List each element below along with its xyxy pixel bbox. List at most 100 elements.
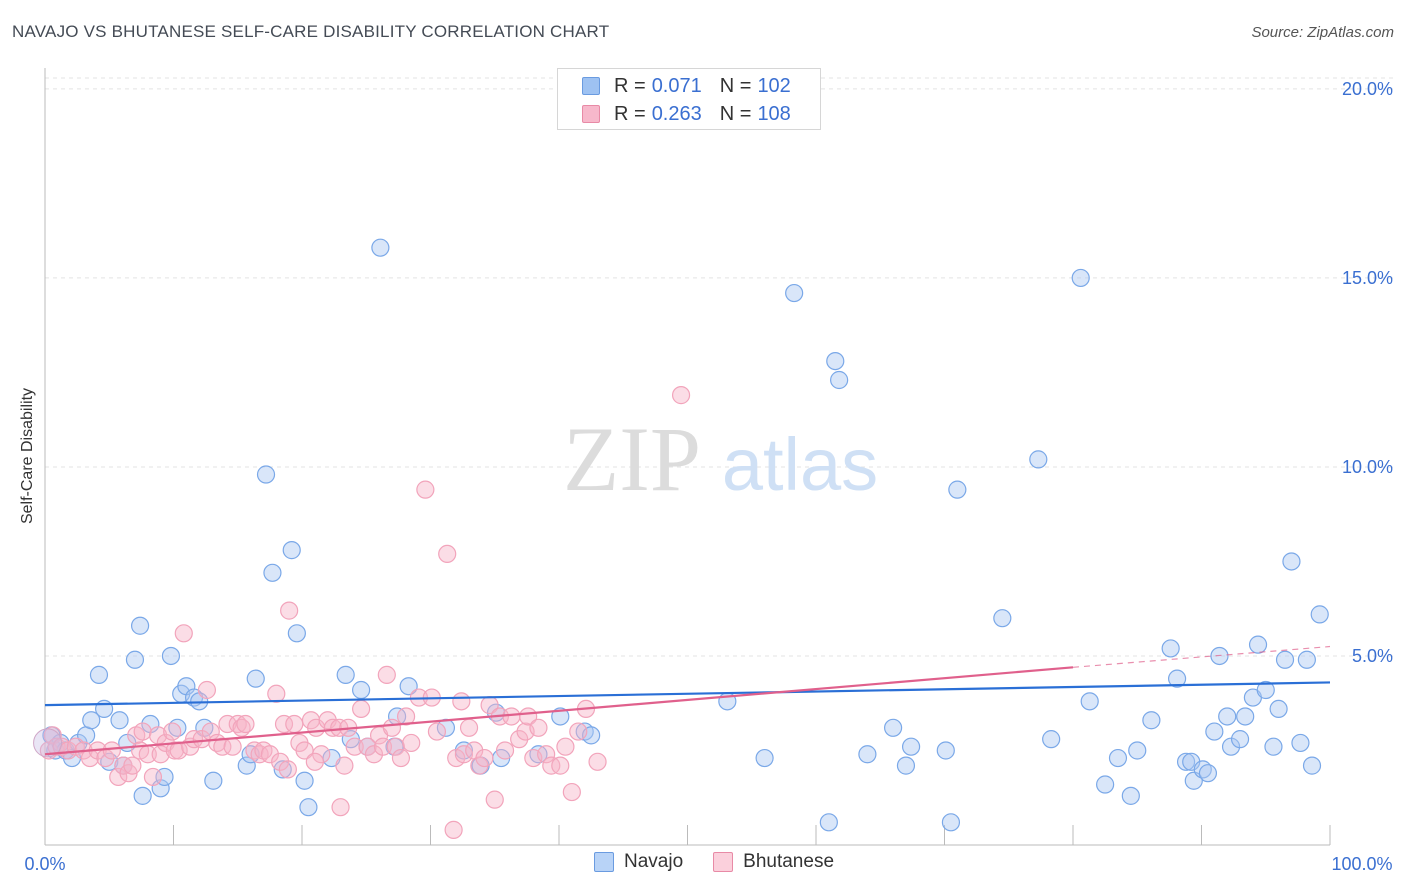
point-bhutanese: [260, 745, 279, 764]
point-navajo: [130, 616, 150, 635]
point-bhutanese: [377, 665, 396, 684]
trend-extension-bhutanese: [1072, 645, 1331, 668]
data-points: [33, 238, 1329, 839]
point-navajo: [1236, 707, 1255, 726]
point-navajo: [1248, 635, 1268, 654]
point-navajo: [352, 680, 371, 700]
point-bhutanese: [274, 714, 294, 734]
point-bhutanese: [402, 733, 421, 753]
tick-labels: 5.0% 10.0% 15.0% 20.0% 0.0% 100.0%: [24, 79, 1393, 874]
point-navajo: [993, 609, 1012, 628]
point-navajo: [282, 541, 301, 560]
point-bhutanese: [569, 722, 588, 741]
n-value: 102: [757, 74, 791, 97]
point-navajo: [1096, 775, 1115, 794]
y-tick-label: 10.0%: [1342, 457, 1393, 477]
legend-row-navajo: R = 0.071 N = 102: [582, 74, 791, 98]
point-bhutanese: [47, 737, 66, 756]
point-bhutanese: [551, 756, 570, 775]
point-navajo: [1167, 669, 1187, 688]
point-navajo: [755, 748, 774, 768]
point-navajo: [237, 756, 256, 775]
trend-lines: [44, 645, 1331, 756]
r-label: R =: [614, 102, 646, 125]
point-navajo: [901, 737, 921, 756]
point-navajo: [1108, 748, 1128, 768]
point-navajo: [1264, 737, 1283, 756]
legend-swatch-navajo: [582, 77, 600, 95]
point-bhutanese: [133, 722, 152, 741]
r-label: R =: [614, 74, 646, 97]
chart-title: NAVAJO VS BHUTANESE SELF-CARE DISABILITY…: [12, 22, 610, 41]
point-navajo: [941, 813, 961, 832]
point-bhutanese: [280, 601, 299, 620]
point-bhutanese: [475, 748, 494, 768]
y-axis-label: Self-Care Disability: [19, 387, 36, 525]
point-bhutanese: [671, 386, 691, 405]
point-bhutanese: [495, 741, 515, 760]
x-tick-label-min: 0.0%: [24, 854, 65, 874]
point-bhutanese: [452, 692, 471, 711]
point-bhutanese: [427, 722, 447, 741]
point-bhutanese: [588, 752, 607, 771]
point-bhutanese: [174, 624, 193, 643]
point-bhutanese: [165, 741, 184, 760]
r-value: 0.263: [651, 102, 702, 125]
point-navajo: [1142, 711, 1161, 730]
point-bhutanese: [312, 745, 331, 764]
legend-label-navajo: Navajo: [624, 851, 684, 872]
legend-swatch-bhutanese: [713, 852, 734, 872]
trend-line-navajo: [44, 681, 1331, 707]
point-cluster: [33, 728, 63, 758]
point-navajo: [246, 669, 265, 688]
point-navajo: [161, 646, 181, 666]
point-navajo: [287, 624, 306, 643]
point-bhutanese: [391, 748, 411, 768]
point-bhutanese: [218, 714, 237, 734]
point-bhutanese: [556, 737, 575, 756]
point-bhutanese: [335, 756, 354, 775]
legend-item-bhutanese: Bhutanese: [713, 851, 834, 873]
y-tick-label: 15.0%: [1342, 268, 1393, 288]
point-bhutanese: [537, 745, 556, 764]
point-bhutanese: [529, 718, 548, 737]
trend-line-bhutanese: [44, 666, 1074, 756]
point-navajo: [110, 711, 129, 730]
point-bhutanese: [454, 745, 474, 764]
point-bhutanese: [485, 790, 504, 809]
point-navajo: [256, 465, 276, 484]
legend-label-bhutanese: Bhutanese: [743, 851, 835, 872]
point-navajo: [785, 283, 804, 303]
series-legend: Navajo Bhutanese: [594, 851, 864, 873]
y-tick-label: 20.0%: [1342, 79, 1393, 99]
point-bhutanese: [278, 760, 297, 779]
point-navajo: [1275, 650, 1295, 669]
point-bhutanese: [510, 730, 529, 749]
point-navajo: [1205, 722, 1224, 741]
legend-swatch-bhutanese: [582, 105, 600, 123]
point-bhutanese: [386, 737, 405, 756]
point-bhutanese: [184, 730, 204, 749]
legend-stats: R = 0.071 N = 102 R = 0.263 N = 108: [557, 68, 821, 130]
point-navajo: [1121, 786, 1140, 805]
y-tick-label: 5.0%: [1352, 646, 1393, 666]
point-bhutanese: [444, 820, 463, 839]
point-navajo: [1128, 741, 1147, 760]
point-bhutanese: [459, 718, 479, 737]
point-bhutanese: [102, 741, 121, 760]
point-bhutanese: [163, 722, 182, 741]
point-bhutanese: [416, 480, 435, 499]
point-navajo: [263, 563, 282, 582]
point-bhutanese: [382, 718, 402, 737]
legend-item-navajo: Navajo: [594, 851, 683, 873]
point-bhutanese: [352, 699, 371, 719]
point-bhutanese: [151, 745, 170, 764]
point-navajo: [1080, 692, 1099, 711]
point-navajo: [125, 650, 145, 669]
point-bhutanese: [438, 544, 457, 564]
point-bhutanese: [373, 737, 393, 756]
point-navajo: [204, 771, 223, 790]
point-navajo: [1029, 450, 1048, 469]
point-bhutanese: [305, 752, 324, 771]
